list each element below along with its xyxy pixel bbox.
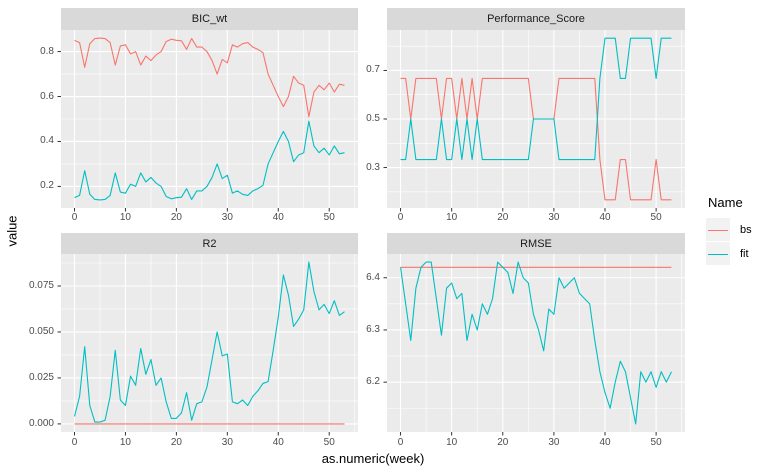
y-tick-label: 0.050 — [28, 325, 54, 337]
series-line-fit — [74, 120, 345, 201]
series-line-bs — [74, 37, 345, 118]
y-tick-label: 0.2 — [40, 180, 54, 192]
y-tick-label: 0.5 — [366, 113, 380, 124]
series-line-fit — [400, 261, 672, 425]
y-tick-label: 0.000 — [28, 417, 54, 429]
legend-entry-bs: bs — [706, 218, 752, 241]
legend-label-fit: fit — [740, 247, 749, 260]
x-tick-label: 20 — [497, 212, 509, 223]
x-tick-label: 20 — [170, 212, 182, 223]
bs-line-swatch-icon — [708, 229, 728, 231]
x-tick-label: 30 — [548, 437, 560, 448]
x-tick-label: 10 — [446, 437, 458, 448]
x-tick-label: 40 — [599, 437, 611, 448]
facet-strip-rmse: RMSE — [387, 233, 685, 254]
facet-title-rmse: RMSE — [520, 237, 552, 250]
facet-title-bic-wt: BIC_wt — [191, 13, 228, 25]
y-tick-label: 0.8 — [40, 45, 54, 57]
x-tick-label: 10 — [119, 437, 131, 448]
series-line-fit — [73, 261, 345, 423]
x-tick-label: 50 — [650, 437, 662, 448]
x-tick-label: 40 — [272, 212, 284, 223]
y-tick-label: 0.075 — [28, 279, 54, 291]
y-axis-title: value — [4, 215, 20, 247]
facet-panel-rmse — [387, 254, 685, 432]
facet-strip-r2: R2 — [61, 233, 358, 254]
x-tick-label: 20 — [497, 437, 509, 448]
x-tick-label: 10 — [119, 212, 131, 223]
x-tick-label: 50 — [323, 212, 335, 223]
y-tick-label: 6.2 — [366, 376, 380, 388]
x-tick-label: 0 — [71, 437, 78, 448]
x-tick-label: 40 — [272, 437, 284, 448]
legend-key-bs — [706, 218, 730, 241]
y-tick-label: 0.025 — [28, 371, 54, 383]
facet-strip-performance-score: Performance_Score — [387, 8, 685, 30]
x-tick-label: 30 — [548, 212, 560, 223]
y-tick-label: 6.4 — [366, 271, 380, 283]
x-tick-label: 40 — [599, 212, 611, 223]
y-tick-label: 0.6 — [40, 90, 54, 102]
legend-label-bs: bs — [740, 223, 752, 236]
x-tick-label: 0 — [397, 437, 404, 448]
legend-entry-fit: fit — [706, 242, 752, 265]
legend: Name bs fit — [706, 195, 752, 266]
facet-strip-bic-wt: BIC_wt — [61, 8, 358, 30]
x-tick-label: 0 — [71, 212, 78, 223]
legend-title: Name — [708, 195, 743, 210]
y-tick-label: 0.4 — [40, 135, 54, 147]
x-axis-title: as.numeric(week) — [321, 451, 425, 466]
facet-title-performance-score: Performance_Score — [487, 13, 585, 25]
y-tick-label: 0.7 — [366, 64, 380, 76]
facet-panel-r2 — [61, 254, 358, 432]
x-tick-label: 50 — [650, 212, 662, 223]
facet-title-r2: R2 — [202, 237, 217, 250]
y-tick-label: 0.3 — [366, 161, 380, 173]
legend-key-fit — [706, 242, 730, 265]
series-line-fit — [400, 37, 672, 161]
x-tick-label: 30 — [221, 437, 233, 448]
y-tick-label: 6.3 — [366, 323, 380, 335]
x-tick-label: 0 — [397, 212, 404, 223]
x-tick-label: 10 — [446, 212, 458, 223]
x-tick-label: 20 — [170, 437, 182, 448]
x-tick-label: 30 — [221, 212, 233, 223]
fit-line-swatch-icon — [708, 253, 728, 255]
x-tick-label: 50 — [323, 437, 335, 448]
